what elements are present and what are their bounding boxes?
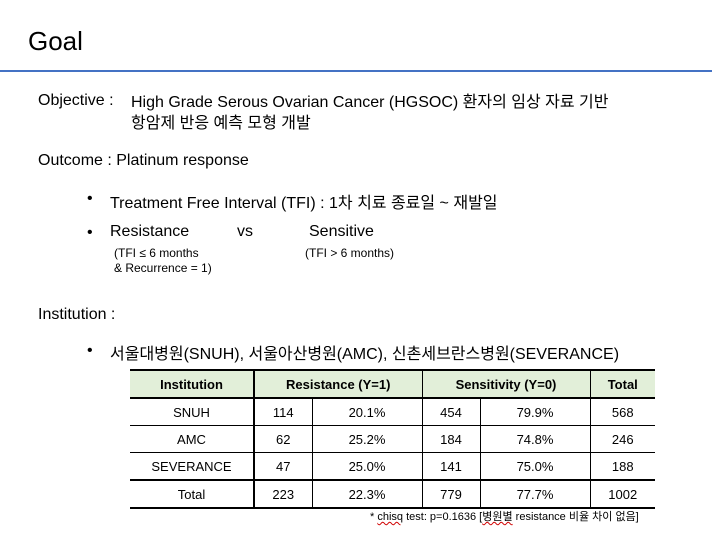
cell-total-sensitivity-pct: 77.7% (480, 479, 591, 509)
table-total-row: Total 223 22.3% 779 77.7% 1002 (130, 479, 655, 509)
chisq-footnote: * chisq test: p=0.1636 [병원별 resistance 비… (370, 508, 639, 524)
cell-total-label: Total (130, 479, 255, 509)
objective-text: High Grade Serous Ovarian Cancer (HGSOC)… (131, 92, 691, 134)
footnote-suffix: resistance 비율 차이 없음] (512, 511, 639, 523)
cell-resistance-pct: 25.0% (312, 452, 423, 481)
objective-line-1: High Grade Serous Ovarian Cancer (HGSOC)… (131, 94, 609, 111)
resistance-criteria-line-1: (TFI ≤ 6 months (114, 246, 199, 260)
tfi-definition: Treatment Free Interval (TFI) : 1차 치료 종료… (110, 195, 498, 212)
table-row: SNUH 114 20.1% 454 79.9% 568 (130, 398, 655, 426)
cell-resistance-count: 47 (254, 452, 313, 481)
cell-institution: SNUH (130, 398, 255, 426)
cell-total-sensitivity-count: 779 (422, 479, 481, 509)
cell-resistance-count: 62 (254, 425, 313, 453)
footnote-chisq: chisq (377, 511, 404, 523)
footnote-hospital: 병원별 (482, 511, 513, 523)
objective-label: Objective : (38, 92, 114, 109)
cell-resistance-pct: 25.2% (312, 425, 423, 453)
header-sensitivity: Sensitivity (Y=0) (422, 369, 591, 399)
resistance-label: Resistance (110, 223, 190, 240)
cell-total: 568 (590, 398, 655, 426)
table-header-row: Institution Resistance (Y=1) Sensitivity… (130, 369, 655, 399)
bullet-dot: • (87, 224, 93, 241)
cell-sensitivity-pct: 79.9% (480, 398, 591, 426)
cell-total-resistance-pct: 22.3% (312, 479, 423, 509)
cell-sensitivity-pct: 74.8% (480, 425, 591, 453)
cell-institution: SEVERANCE (130, 452, 255, 481)
institution-list: 서울대병원(SNUH), 서울아산병원(AMC), 신촌세브란스병원(SEVER… (110, 346, 620, 363)
cell-total: 246 (590, 425, 655, 453)
cell-sensitivity-count: 454 (422, 398, 481, 426)
cell-resistance-pct: 20.1% (312, 398, 423, 426)
cell-sensitivity-count: 184 (422, 425, 481, 453)
cell-total-resistance-count: 223 (254, 479, 313, 509)
resistance-criteria-line-2: & Recurrence = 1) (114, 261, 212, 275)
title-divider (0, 70, 712, 72)
outcome-label: Outcome : Platinum response (38, 152, 249, 169)
cell-total: 188 (590, 452, 655, 481)
resistance-criteria: (TFI ≤ 6 months & Recurrence = 1) (114, 246, 212, 276)
header-institution: Institution (130, 369, 255, 399)
institution-label: Institution : (38, 306, 116, 323)
footnote-prefix: * (370, 511, 378, 523)
bullet-dot: • (87, 342, 93, 359)
footnote-middle: test: p=0.1636 [ (403, 511, 483, 523)
cell-sensitivity-count: 141 (422, 452, 481, 481)
bullet-dot: • (87, 190, 93, 207)
header-total: Total (590, 369, 655, 399)
sensitive-criteria: (TFI > 6 months) (305, 246, 395, 260)
cell-institution: AMC (130, 425, 255, 453)
sensitive-label: Sensitive (309, 223, 374, 240)
table-row: AMC 62 25.2% 184 74.8% 246 (130, 425, 655, 453)
institution-table: Institution Resistance (Y=1) Sensitivity… (130, 369, 655, 509)
vs-label: vs (237, 223, 253, 240)
cell-resistance-count: 114 (254, 398, 313, 426)
header-resistance: Resistance (Y=1) (254, 369, 423, 399)
cell-sensitivity-pct: 75.0% (480, 452, 591, 481)
objective-line-2: 항암제 반응 예측 모형 개발 (131, 115, 311, 132)
table-row: SEVERANCE 47 25.0% 141 75.0% 188 (130, 452, 655, 481)
slide-title: Goal (28, 26, 83, 56)
cell-grand-total: 1002 (590, 479, 655, 509)
